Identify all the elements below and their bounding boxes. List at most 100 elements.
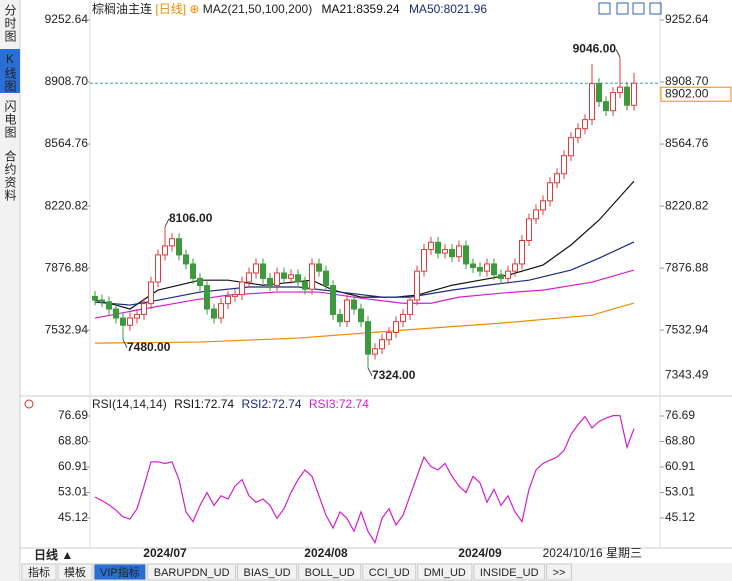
last-price-label: 8902.00 [665, 86, 709, 100]
candle-body [120, 317, 126, 326]
candle-body [540, 200, 546, 211]
candle-body [589, 83, 595, 121]
ma-legend: MA21:8359.24 [322, 2, 400, 16]
candle-body [253, 263, 259, 274]
candle-body [456, 245, 462, 258]
candle-body [386, 331, 392, 341]
candle-body [491, 263, 497, 276]
candle-body [568, 137, 574, 157]
candle-body [365, 321, 371, 355]
rsi-header: RSI(14,14,14) RSI1:72.74 RSI2:72.74 RSI3… [92, 397, 369, 411]
candle-body [134, 313, 140, 319]
x-tick-label: 2024/07 [143, 546, 187, 560]
candle-body [183, 254, 189, 265]
candle-body [428, 241, 434, 251]
candle-body [449, 249, 455, 258]
sidebar [0, 0, 20, 581]
sidebar-tab[interactable]: 闪电图 [3, 100, 17, 139]
icon[interactable] [649, 2, 662, 15]
sidebar-tab[interactable]: 合约资料 [3, 149, 17, 202]
candle-body [372, 348, 378, 355]
tab[interactable]: DMI_UD [424, 567, 466, 579]
candle-body [148, 281, 154, 305]
tab-bg [362, 563, 417, 581]
candle-body [176, 238, 182, 256]
candle-body [519, 239, 525, 265]
candle-body [323, 270, 329, 287]
y-tick-label-right: 45.12 [665, 510, 695, 524]
annotation: 7324.00 [372, 368, 416, 382]
candle-body [246, 272, 252, 283]
cursor-date: 2024/10/16 星期三 [543, 546, 642, 560]
candle-body [421, 249, 427, 272]
candle-body [225, 295, 231, 305]
candle-body [316, 263, 322, 272]
add-icon[interactable]: ⊕ [189, 2, 199, 16]
candle-body [141, 303, 147, 315]
tab[interactable]: BOLL_UD [305, 567, 355, 579]
annotation-leader [164, 218, 170, 228]
candle-body [127, 317, 133, 326]
y-tick-label-right: 7876.88 [665, 260, 709, 274]
tab-bg [298, 563, 362, 581]
ma-line [94, 241, 635, 306]
candle-body [512, 263, 518, 272]
rsi-legend: RSI2:72.74 [241, 397, 301, 411]
candle-body [337, 313, 343, 323]
y-tick-label: 8564.76 [45, 136, 89, 150]
y-tick-label-right: 76.69 [665, 408, 695, 422]
annotation-leader [122, 339, 128, 348]
ma-legend: MA50:8021.96 [409, 2, 487, 16]
sidebar-tab[interactable]: K线图 [3, 52, 17, 93]
y-tick-label: 8220.82 [45, 198, 89, 212]
settings-icon[interactable] [24, 399, 34, 409]
icon[interactable] [632, 2, 645, 15]
candle-body [617, 86, 623, 94]
candle-body [190, 263, 196, 279]
candle-body [295, 274, 301, 283]
candle-body [106, 301, 112, 310]
candle-body [484, 263, 490, 272]
tab[interactable]: CCI_UD [369, 567, 410, 579]
tab-bg [93, 563, 147, 581]
ma-line [94, 269, 635, 319]
candle-body [610, 92, 616, 112]
candle-body [554, 173, 560, 184]
y-tick-label-right: 60.91 [665, 459, 695, 473]
toolbar-icons [598, 2, 662, 15]
candle-body [204, 285, 210, 310]
y-tick-label-right: 68.80 [665, 434, 695, 448]
tab[interactable]: >> [553, 567, 566, 579]
candle-body [169, 238, 175, 247]
candle-body [400, 313, 406, 323]
tab[interactable]: INSIDE_UD [480, 567, 539, 579]
sidebar-tab[interactable]: 分时图 [3, 4, 17, 43]
candle-body [274, 272, 280, 287]
tab[interactable]: VIP指标 [100, 565, 140, 579]
icon[interactable] [616, 2, 629, 15]
tab-bg [57, 563, 93, 581]
period: [日线] [155, 2, 186, 16]
y-tick-label: 7876.88 [45, 260, 89, 274]
tab[interactable]: 模板 [64, 565, 86, 579]
candle-body [463, 245, 469, 265]
annotation: 8106.00 [169, 211, 213, 225]
candle-body [477, 267, 483, 272]
tab[interactable]: BIAS_UD [244, 567, 291, 579]
period-button[interactable]: 日线 ▲ [34, 547, 73, 562]
candle-body [596, 83, 602, 103]
tab[interactable]: 指标 [28, 565, 50, 579]
tab[interactable]: BARUPDN_UD [154, 567, 230, 579]
icon[interactable] [598, 2, 611, 15]
y-tick-label: 68.80 [58, 434, 88, 448]
last-price-box [660, 86, 732, 102]
candle-body [414, 270, 420, 301]
candle-body [232, 294, 238, 297]
sidebar-tab-active [0, 49, 20, 93]
candle-body [239, 281, 245, 296]
y-tick-label: 9252.64 [45, 12, 89, 26]
right-note: 7343.49 [665, 367, 709, 381]
candle-body [582, 119, 588, 130]
candle-body [561, 155, 567, 175]
